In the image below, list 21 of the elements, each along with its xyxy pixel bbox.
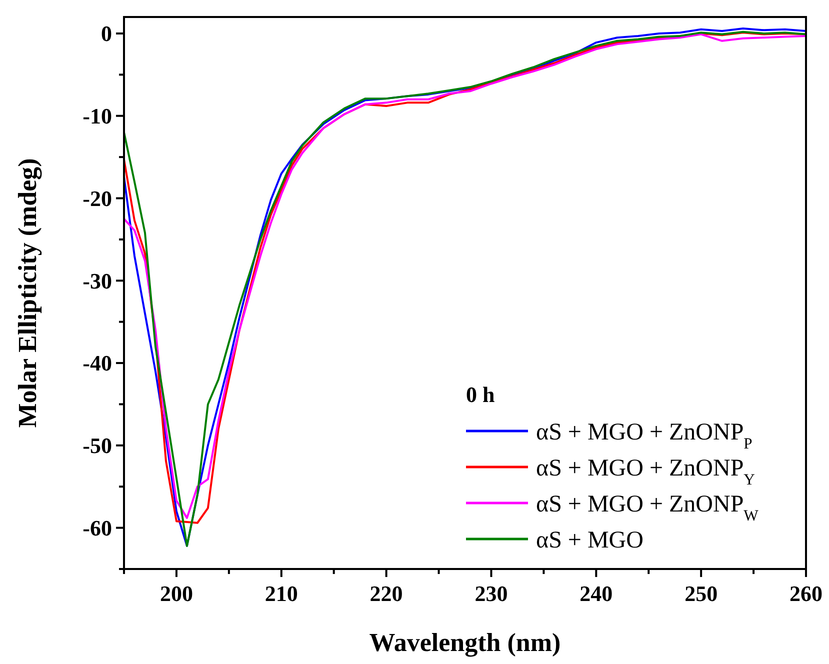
y-tick-label: -30 xyxy=(82,268,112,294)
legend-label: αS + MGO xyxy=(536,527,644,554)
legend-label: αS + MGO + ZnONP$_{Y}$ xyxy=(536,455,755,488)
legend-title: 0 h xyxy=(466,382,495,408)
y-axis-title: Molar Ellipticity (mdeg) xyxy=(13,158,42,428)
x-tick-label: 210 xyxy=(264,581,298,606)
x-tick-label: 250 xyxy=(684,581,718,606)
y-tick-label: -40 xyxy=(82,350,112,376)
x-axis-title: Wavelength (nm) xyxy=(369,628,561,657)
legend-label: αS + MGO + ZnONP$_{W}$ xyxy=(536,491,759,524)
x-tick-label: 230 xyxy=(474,581,508,606)
legend-label: αS + MGO + ZnONP$_{P}$ xyxy=(536,419,753,452)
y-tick-label: 0 xyxy=(101,21,112,46)
y-tick-label: -50 xyxy=(82,433,112,458)
x-tick-label: 260 xyxy=(790,581,822,606)
y-tick-label: -20 xyxy=(82,186,112,211)
y-tick-label: -10 xyxy=(82,104,112,129)
x-tick-label: 200 xyxy=(160,581,193,606)
x-tick-label: 240 xyxy=(580,581,613,606)
y-tick-label: -60 xyxy=(82,516,112,541)
x-tick-label: 220 xyxy=(370,581,403,606)
